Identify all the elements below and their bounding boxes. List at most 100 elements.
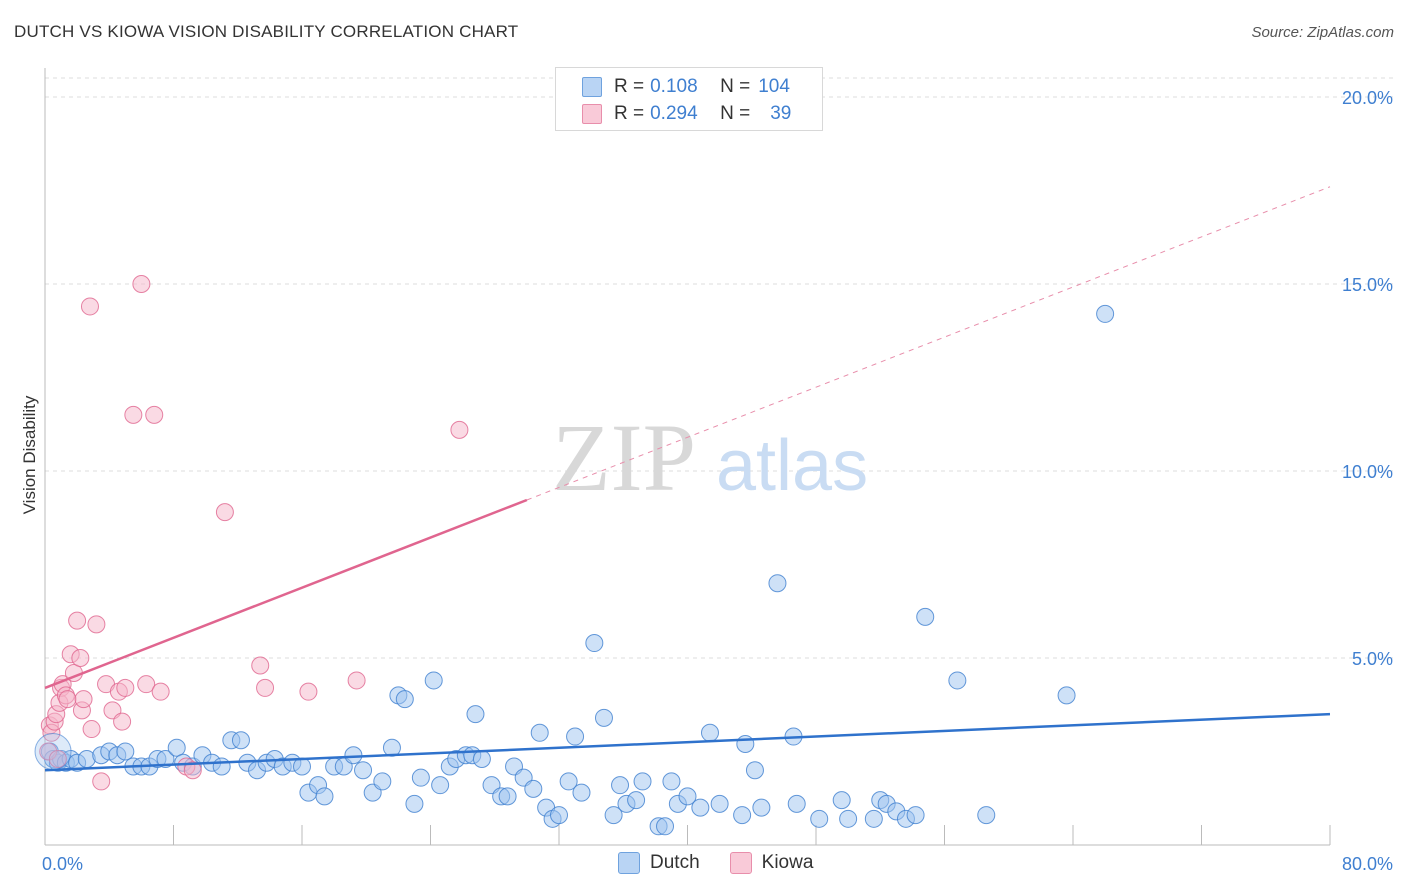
legend-row-dutch: R = 0.108 N = 104 xyxy=(556,74,804,100)
dutch-point xyxy=(566,727,585,746)
dutch-point xyxy=(752,798,771,817)
dutch-point xyxy=(710,794,729,813)
kiowa-point xyxy=(450,420,469,439)
dutch-point xyxy=(585,634,604,653)
dutch-point xyxy=(839,809,858,828)
legend-r-label: R = xyxy=(614,103,645,124)
legend-row-kiowa: R = 0.294 N = 39 xyxy=(556,101,804,127)
kiowa-point xyxy=(74,690,93,709)
kiowa-point xyxy=(116,678,135,697)
dutch-point xyxy=(627,791,646,810)
kiowa-point xyxy=(347,671,366,690)
dutch-point xyxy=(354,761,373,780)
kiowa-point xyxy=(215,503,234,522)
dutch-point xyxy=(530,723,549,742)
dutch-point xyxy=(1096,304,1115,323)
y-tick-label: 15.0% xyxy=(1342,275,1393,295)
dutch-point xyxy=(832,791,851,810)
dutch-point xyxy=(736,735,755,754)
dutch-point xyxy=(34,733,72,770)
kiowa-point xyxy=(48,749,67,768)
legend-r-value: 0.108 xyxy=(650,76,698,97)
dutch-point xyxy=(1057,686,1076,705)
kiowa-point xyxy=(80,297,99,316)
dutch-trend-line xyxy=(44,712,1331,772)
dutch-point xyxy=(678,787,697,806)
dutch-point xyxy=(315,787,334,806)
legend-item-dutch: Dutch xyxy=(618,852,700,874)
dutch-point xyxy=(700,723,719,742)
dutch-point xyxy=(395,690,414,709)
y-tick-label: 20.0% xyxy=(1342,88,1393,108)
dutch-swatch xyxy=(618,852,640,874)
kiowa-point xyxy=(299,682,318,701)
series-legend: Dutch Kiowa xyxy=(618,852,843,874)
dutch-point xyxy=(424,671,443,690)
dutch-point xyxy=(472,749,491,768)
legend-label-kiowa: Kiowa xyxy=(761,852,814,873)
dutch-point xyxy=(656,817,675,836)
kiowa-swatch xyxy=(582,104,602,124)
dutch-point xyxy=(498,787,517,806)
legend-n-value: 39 xyxy=(770,103,792,124)
dutch-point xyxy=(611,776,630,795)
kiowa-point xyxy=(87,615,106,634)
tick-labels: 5.0% 10.0% 15.0% 20.0% 0.0% 80.0% xyxy=(42,88,1393,874)
dutch-point xyxy=(768,574,787,593)
grid-lines xyxy=(45,77,1395,659)
kiowa-point xyxy=(137,675,156,694)
legend-r-label: R = xyxy=(614,76,645,97)
legend-item-kiowa: Kiowa xyxy=(729,852,814,874)
kiowa-point xyxy=(251,656,270,675)
dutch-point xyxy=(906,806,925,825)
data-points xyxy=(34,110,1115,836)
kiowa-point xyxy=(132,275,151,293)
dutch-point xyxy=(633,772,652,791)
dutch-point xyxy=(948,671,967,690)
dutch-point xyxy=(524,779,543,798)
legend-label-dutch: Dutch xyxy=(650,852,700,873)
kiowa-point xyxy=(145,405,164,424)
dutch-point xyxy=(916,607,935,626)
dutch-point xyxy=(550,806,568,825)
dutch-point xyxy=(864,809,883,828)
x-tick-label: 80.0% xyxy=(1342,854,1393,874)
kiowa-point xyxy=(151,682,170,701)
kiowa-swatch xyxy=(729,852,752,874)
chart-title: DUTCH VS KIOWA VISION DISABILITY CORRELA… xyxy=(14,22,519,41)
dutch-point xyxy=(745,761,764,780)
legend-n-label: N = xyxy=(720,103,751,124)
kiowa-point xyxy=(256,678,275,697)
trend-lines xyxy=(44,186,1331,772)
dutch-point xyxy=(167,738,186,757)
kiowa-point xyxy=(82,720,101,739)
dutch-point xyxy=(691,798,710,817)
dutch-point xyxy=(231,731,250,750)
dutch-point xyxy=(156,749,175,768)
source-label: Source: ZipAtlas.com xyxy=(1251,24,1394,41)
y-axis-label: Vision Disability xyxy=(20,395,39,514)
dutch-point xyxy=(810,809,829,828)
dutch-point xyxy=(466,705,485,724)
dutch-point xyxy=(212,757,231,776)
dutch-point xyxy=(373,772,392,791)
dutch-point xyxy=(733,806,752,825)
kiowa-trend-extension xyxy=(526,186,1331,501)
legend-r-value: 0.294 xyxy=(650,103,698,124)
dutch-point xyxy=(572,783,591,802)
legend-n-label: N = xyxy=(720,76,751,97)
legend-n-value: 104 xyxy=(758,76,790,97)
dutch-point xyxy=(116,742,135,761)
dutch-point xyxy=(431,776,450,795)
kiowa-point xyxy=(92,772,111,791)
kiowa-point xyxy=(58,690,77,709)
kiowa-point xyxy=(183,761,202,780)
axes xyxy=(44,68,1331,846)
x-tick-label: 0.0% xyxy=(42,854,83,874)
dutch-point xyxy=(977,806,996,825)
correlation-legend: R = 0.108 N = 104 R = 0.294 N = 39 xyxy=(555,67,823,131)
dutch-point xyxy=(662,772,681,791)
dutch-point xyxy=(405,794,424,813)
dutch-point xyxy=(604,806,623,825)
